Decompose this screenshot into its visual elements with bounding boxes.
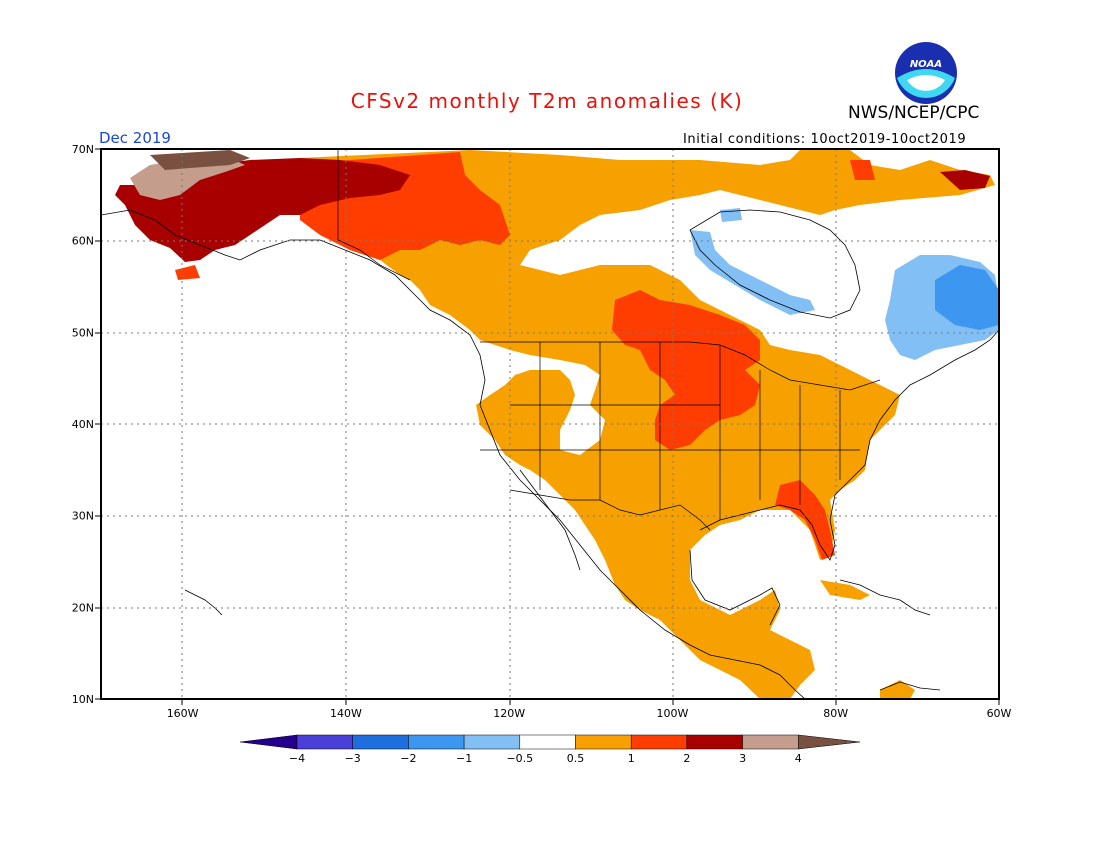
colorbar-swatch-9 — [742, 734, 799, 750]
colorbar-swatch-7 — [630, 734, 688, 750]
colorbar-swatch-2 — [352, 734, 409, 750]
colorbar-tick-label: 3 — [739, 752, 746, 765]
lon-label-140w: 140W — [330, 707, 362, 720]
colorbar-tick-label: 2 — [683, 752, 690, 765]
lon-label-100w: 100W — [657, 707, 689, 720]
svg-text:NOAA: NOAA — [910, 59, 942, 70]
anomaly-region-2-3-greenland — [940, 170, 990, 190]
colorbar-extend-high — [798, 734, 861, 750]
anomaly-patch-hudson — [800, 190, 835, 210]
anomaly-region-1-2-alaska-south — [175, 265, 200, 280]
colorbar-swatch-4 — [463, 734, 521, 750]
colorbar-tick-label: −0.5 — [506, 752, 533, 765]
colorbar-tick-label: −4 — [289, 752, 305, 765]
colorbar-swatch-1 — [296, 734, 353, 750]
colorbar-swatch-5 — [519, 734, 576, 750]
colorbar-tick-label: 1 — [628, 752, 635, 765]
lat-label-40n: 40N — [72, 418, 94, 431]
colorbar-tick-label: −3 — [345, 752, 361, 765]
lat-label-70n: 70N — [72, 143, 94, 156]
colorbar-extend-low — [239, 734, 298, 750]
anomaly-patch-cuba — [820, 580, 870, 600]
axis-ticks — [95, 148, 1000, 705]
lat-label-30n: 30N — [72, 510, 94, 523]
coastlines — [101, 209, 999, 699]
colorbar-tick-label: 0.5 — [567, 752, 585, 765]
anomaly-region-neg-0.5-1 — [690, 230, 815, 315]
colorbar-labels: −4 −3 −2 −1 −0.5 0.5 1 2 3 4 — [289, 752, 802, 765]
anomaly-patch-caribbean — [880, 680, 915, 699]
lat-label-50n: 50N — [72, 326, 94, 339]
colorbar-swatch-6 — [575, 734, 632, 750]
anomaly-region-gt4 — [150, 150, 250, 170]
forecast-period: Dec 2019 — [99, 129, 171, 147]
chart-title: CFSv2 monthly T2m anomalies (K) — [350, 89, 744, 113]
anomaly-region-1-2-florida — [775, 480, 835, 560]
anomaly-region-3-4 — [130, 158, 245, 200]
anomaly-region-1-2-central — [612, 290, 760, 450]
latitude-labels: 70N 60N 50N 40N 30N 20N 10N — [72, 143, 94, 706]
colorbar-swatch-3 — [408, 734, 465, 750]
colorbar-swatch-8 — [686, 734, 743, 750]
agency-label: NWS/NCEP/CPC — [848, 103, 980, 123]
anomaly-region-1-2-north — [850, 160, 875, 180]
political-borders — [337, 149, 881, 531]
lon-label-80w: 80W — [823, 707, 848, 720]
lat-label-20n: 20N — [72, 601, 94, 614]
lon-label-120w: 120W — [493, 707, 525, 720]
lat-label-10n: 10N — [72, 693, 94, 706]
anomaly-region-neg-1-2 — [935, 265, 999, 330]
colorbar — [239, 734, 861, 750]
longitude-labels: 160W 140W 120W 100W 80W 60W — [167, 707, 1012, 720]
colorbar-tick-label: 4 — [795, 752, 802, 765]
initial-conditions: Initial conditions: 10oct2019-10oct2019 — [683, 132, 967, 147]
colorbar-tick-label: −1 — [456, 752, 472, 765]
colorbar-tick-label: −2 — [400, 752, 416, 765]
anomaly-region-neg-hudson-top — [720, 208, 742, 222]
lon-label-160w: 160W — [167, 707, 199, 720]
lat-label-60n: 60N — [72, 235, 94, 248]
lon-label-60w: 60W — [987, 707, 1012, 720]
graticule — [101, 149, 999, 699]
noaa-logo: NOAA — [895, 42, 957, 104]
